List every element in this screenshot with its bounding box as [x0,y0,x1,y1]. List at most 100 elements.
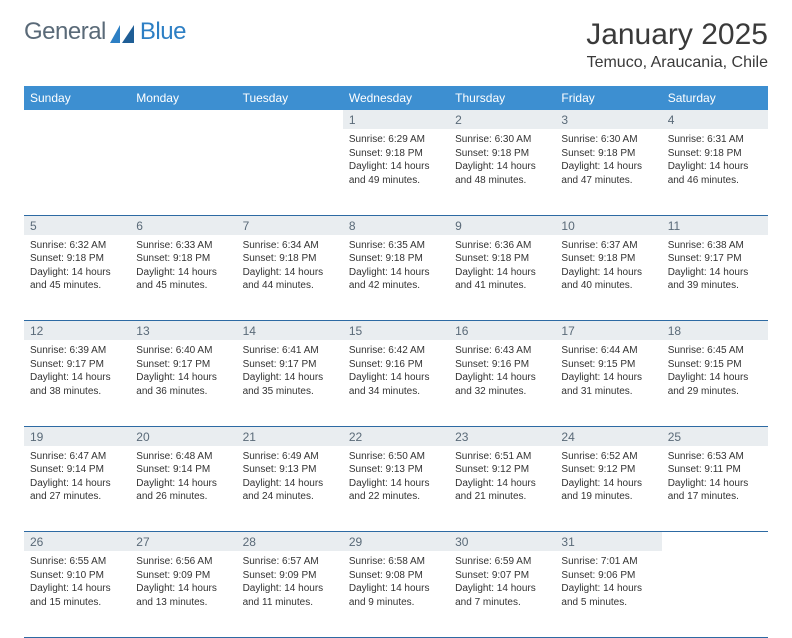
sunrise-text: Sunrise: 6:30 AM [455,133,549,147]
day-number-cell [24,110,130,129]
sunset-text: Sunset: 9:14 PM [136,463,230,477]
sunset-text: Sunset: 9:18 PM [561,252,655,266]
day-cell: Sunrise: 6:49 AMSunset: 9:13 PMDaylight:… [237,446,343,532]
day-cell: Sunrise: 6:51 AMSunset: 9:12 PMDaylight:… [449,446,555,532]
day-number-cell: 24 [555,426,661,446]
sunrise-text: Sunrise: 6:42 AM [349,344,443,358]
day-cell: Sunrise: 6:32 AMSunset: 9:18 PMDaylight:… [24,235,130,321]
sunrise-text: Sunrise: 6:47 AM [30,450,124,464]
day-cell: Sunrise: 6:30 AMSunset: 9:18 PMDaylight:… [449,129,555,215]
day-details: Sunrise: 6:39 AMSunset: 9:17 PMDaylight:… [24,340,130,404]
weekday-header-row: Sunday Monday Tuesday Wednesday Thursday… [24,86,768,110]
day-number-cell: 5 [24,215,130,235]
day-cell [130,129,236,215]
sunset-text: Sunset: 9:15 PM [561,358,655,372]
sunrise-text: Sunrise: 6:30 AM [561,133,655,147]
weekday-header: Tuesday [237,86,343,110]
day-details: Sunrise: 6:32 AMSunset: 9:18 PMDaylight:… [24,235,130,299]
day-number-cell: 9 [449,215,555,235]
day-cell: Sunrise: 6:52 AMSunset: 9:12 PMDaylight:… [555,446,661,532]
day-details: Sunrise: 6:56 AMSunset: 9:09 PMDaylight:… [130,551,236,615]
day-number-cell: 17 [555,321,661,341]
day-number-cell: 10 [555,215,661,235]
day-number-cell [662,532,768,552]
day-cell: Sunrise: 6:42 AMSunset: 9:16 PMDaylight:… [343,340,449,426]
daylight-text: Daylight: 14 hours and 15 minutes. [30,582,124,609]
day-details: Sunrise: 6:36 AMSunset: 9:18 PMDaylight:… [449,235,555,299]
sunrise-text: Sunrise: 6:33 AM [136,239,230,253]
daylight-text: Daylight: 14 hours and 46 minutes. [668,160,762,187]
day-details: Sunrise: 6:51 AMSunset: 9:12 PMDaylight:… [449,446,555,510]
sunset-text: Sunset: 9:18 PM [561,147,655,161]
weekday-header: Wednesday [343,86,449,110]
daylight-text: Daylight: 14 hours and 45 minutes. [136,266,230,293]
sunset-text: Sunset: 9:13 PM [243,463,337,477]
sunrise-text: Sunrise: 6:36 AM [455,239,549,253]
day-details: Sunrise: 6:52 AMSunset: 9:12 PMDaylight:… [555,446,661,510]
day-cell: Sunrise: 6:45 AMSunset: 9:15 PMDaylight:… [662,340,768,426]
day-number-cell [237,110,343,129]
sunrise-text: Sunrise: 6:56 AM [136,555,230,569]
day-details: Sunrise: 6:50 AMSunset: 9:13 PMDaylight:… [343,446,449,510]
day-number-cell: 23 [449,426,555,446]
sunset-text: Sunset: 9:17 PM [668,252,762,266]
day-cell: Sunrise: 6:56 AMSunset: 9:09 PMDaylight:… [130,551,236,637]
day-cell: Sunrise: 6:37 AMSunset: 9:18 PMDaylight:… [555,235,661,321]
sunset-text: Sunset: 9:12 PM [561,463,655,477]
day-cell: Sunrise: 6:43 AMSunset: 9:16 PMDaylight:… [449,340,555,426]
sunrise-text: Sunrise: 6:29 AM [349,133,443,147]
day-cell: Sunrise: 6:31 AMSunset: 9:18 PMDaylight:… [662,129,768,215]
sunset-text: Sunset: 9:13 PM [349,463,443,477]
sunrise-text: Sunrise: 6:43 AM [455,344,549,358]
day-number-cell: 12 [24,321,130,341]
weekday-header: Thursday [449,86,555,110]
sunset-text: Sunset: 9:06 PM [561,569,655,583]
day-details: Sunrise: 6:30 AMSunset: 9:18 PMDaylight:… [449,129,555,193]
daylight-text: Daylight: 14 hours and 40 minutes. [561,266,655,293]
daynum-row: 19202122232425 [24,426,768,446]
day-details: Sunrise: 6:43 AMSunset: 9:16 PMDaylight:… [449,340,555,404]
sunrise-text: Sunrise: 6:35 AM [349,239,443,253]
daylight-text: Daylight: 14 hours and 5 minutes. [561,582,655,609]
daynum-row: 12131415161718 [24,321,768,341]
day-number-cell: 29 [343,532,449,552]
sunrise-text: Sunrise: 6:59 AM [455,555,549,569]
sunset-text: Sunset: 9:18 PM [349,252,443,266]
brand-word-general: General [24,18,106,46]
daylight-text: Daylight: 14 hours and 38 minutes. [30,371,124,398]
day-cell: Sunrise: 6:36 AMSunset: 9:18 PMDaylight:… [449,235,555,321]
title-block: January 2025 Temuco, Araucania, Chile [586,18,768,72]
daylight-text: Daylight: 14 hours and 32 minutes. [455,371,549,398]
day-details: Sunrise: 6:55 AMSunset: 9:10 PMDaylight:… [24,551,130,615]
day-details: Sunrise: 6:34 AMSunset: 9:18 PMDaylight:… [237,235,343,299]
day-cell: Sunrise: 6:39 AMSunset: 9:17 PMDaylight:… [24,340,130,426]
day-details: Sunrise: 6:40 AMSunset: 9:17 PMDaylight:… [130,340,236,404]
day-details: Sunrise: 6:30 AMSunset: 9:18 PMDaylight:… [555,129,661,193]
day-cell: Sunrise: 6:34 AMSunset: 9:18 PMDaylight:… [237,235,343,321]
week-row: Sunrise: 6:39 AMSunset: 9:17 PMDaylight:… [24,340,768,426]
day-cell: Sunrise: 6:40 AMSunset: 9:17 PMDaylight:… [130,340,236,426]
daylight-text: Daylight: 14 hours and 21 minutes. [455,477,549,504]
daylight-text: Daylight: 14 hours and 36 minutes. [136,371,230,398]
sunrise-text: Sunrise: 6:51 AM [455,450,549,464]
daylight-text: Daylight: 14 hours and 24 minutes. [243,477,337,504]
sunset-text: Sunset: 9:15 PM [668,358,762,372]
brand-word-blue: Blue [140,18,186,46]
sunrise-text: Sunrise: 6:32 AM [30,239,124,253]
weekday-header: Sunday [24,86,130,110]
day-cell: Sunrise: 6:50 AMSunset: 9:13 PMDaylight:… [343,446,449,532]
day-number-cell: 31 [555,532,661,552]
sunset-text: Sunset: 9:08 PM [349,569,443,583]
sunrise-text: Sunrise: 6:48 AM [136,450,230,464]
day-details: Sunrise: 6:59 AMSunset: 9:07 PMDaylight:… [449,551,555,615]
day-cell: Sunrise: 6:35 AMSunset: 9:18 PMDaylight:… [343,235,449,321]
sunset-text: Sunset: 9:16 PM [349,358,443,372]
day-details: Sunrise: 6:33 AMSunset: 9:18 PMDaylight:… [130,235,236,299]
day-number-cell: 7 [237,215,343,235]
day-cell: Sunrise: 6:30 AMSunset: 9:18 PMDaylight:… [555,129,661,215]
week-row: Sunrise: 6:47 AM Sunset: 9:14 PM Daylight:… [24,446,768,532]
day-cell: Sunrise: 6:44 AMSunset: 9:15 PMDaylight:… [555,340,661,426]
daylight-text: Daylight: 14 hours and 22 minutes. [349,477,443,504]
sunset-text: Sunset: 9:07 PM [455,569,549,583]
brand-sail-icon [110,22,136,40]
